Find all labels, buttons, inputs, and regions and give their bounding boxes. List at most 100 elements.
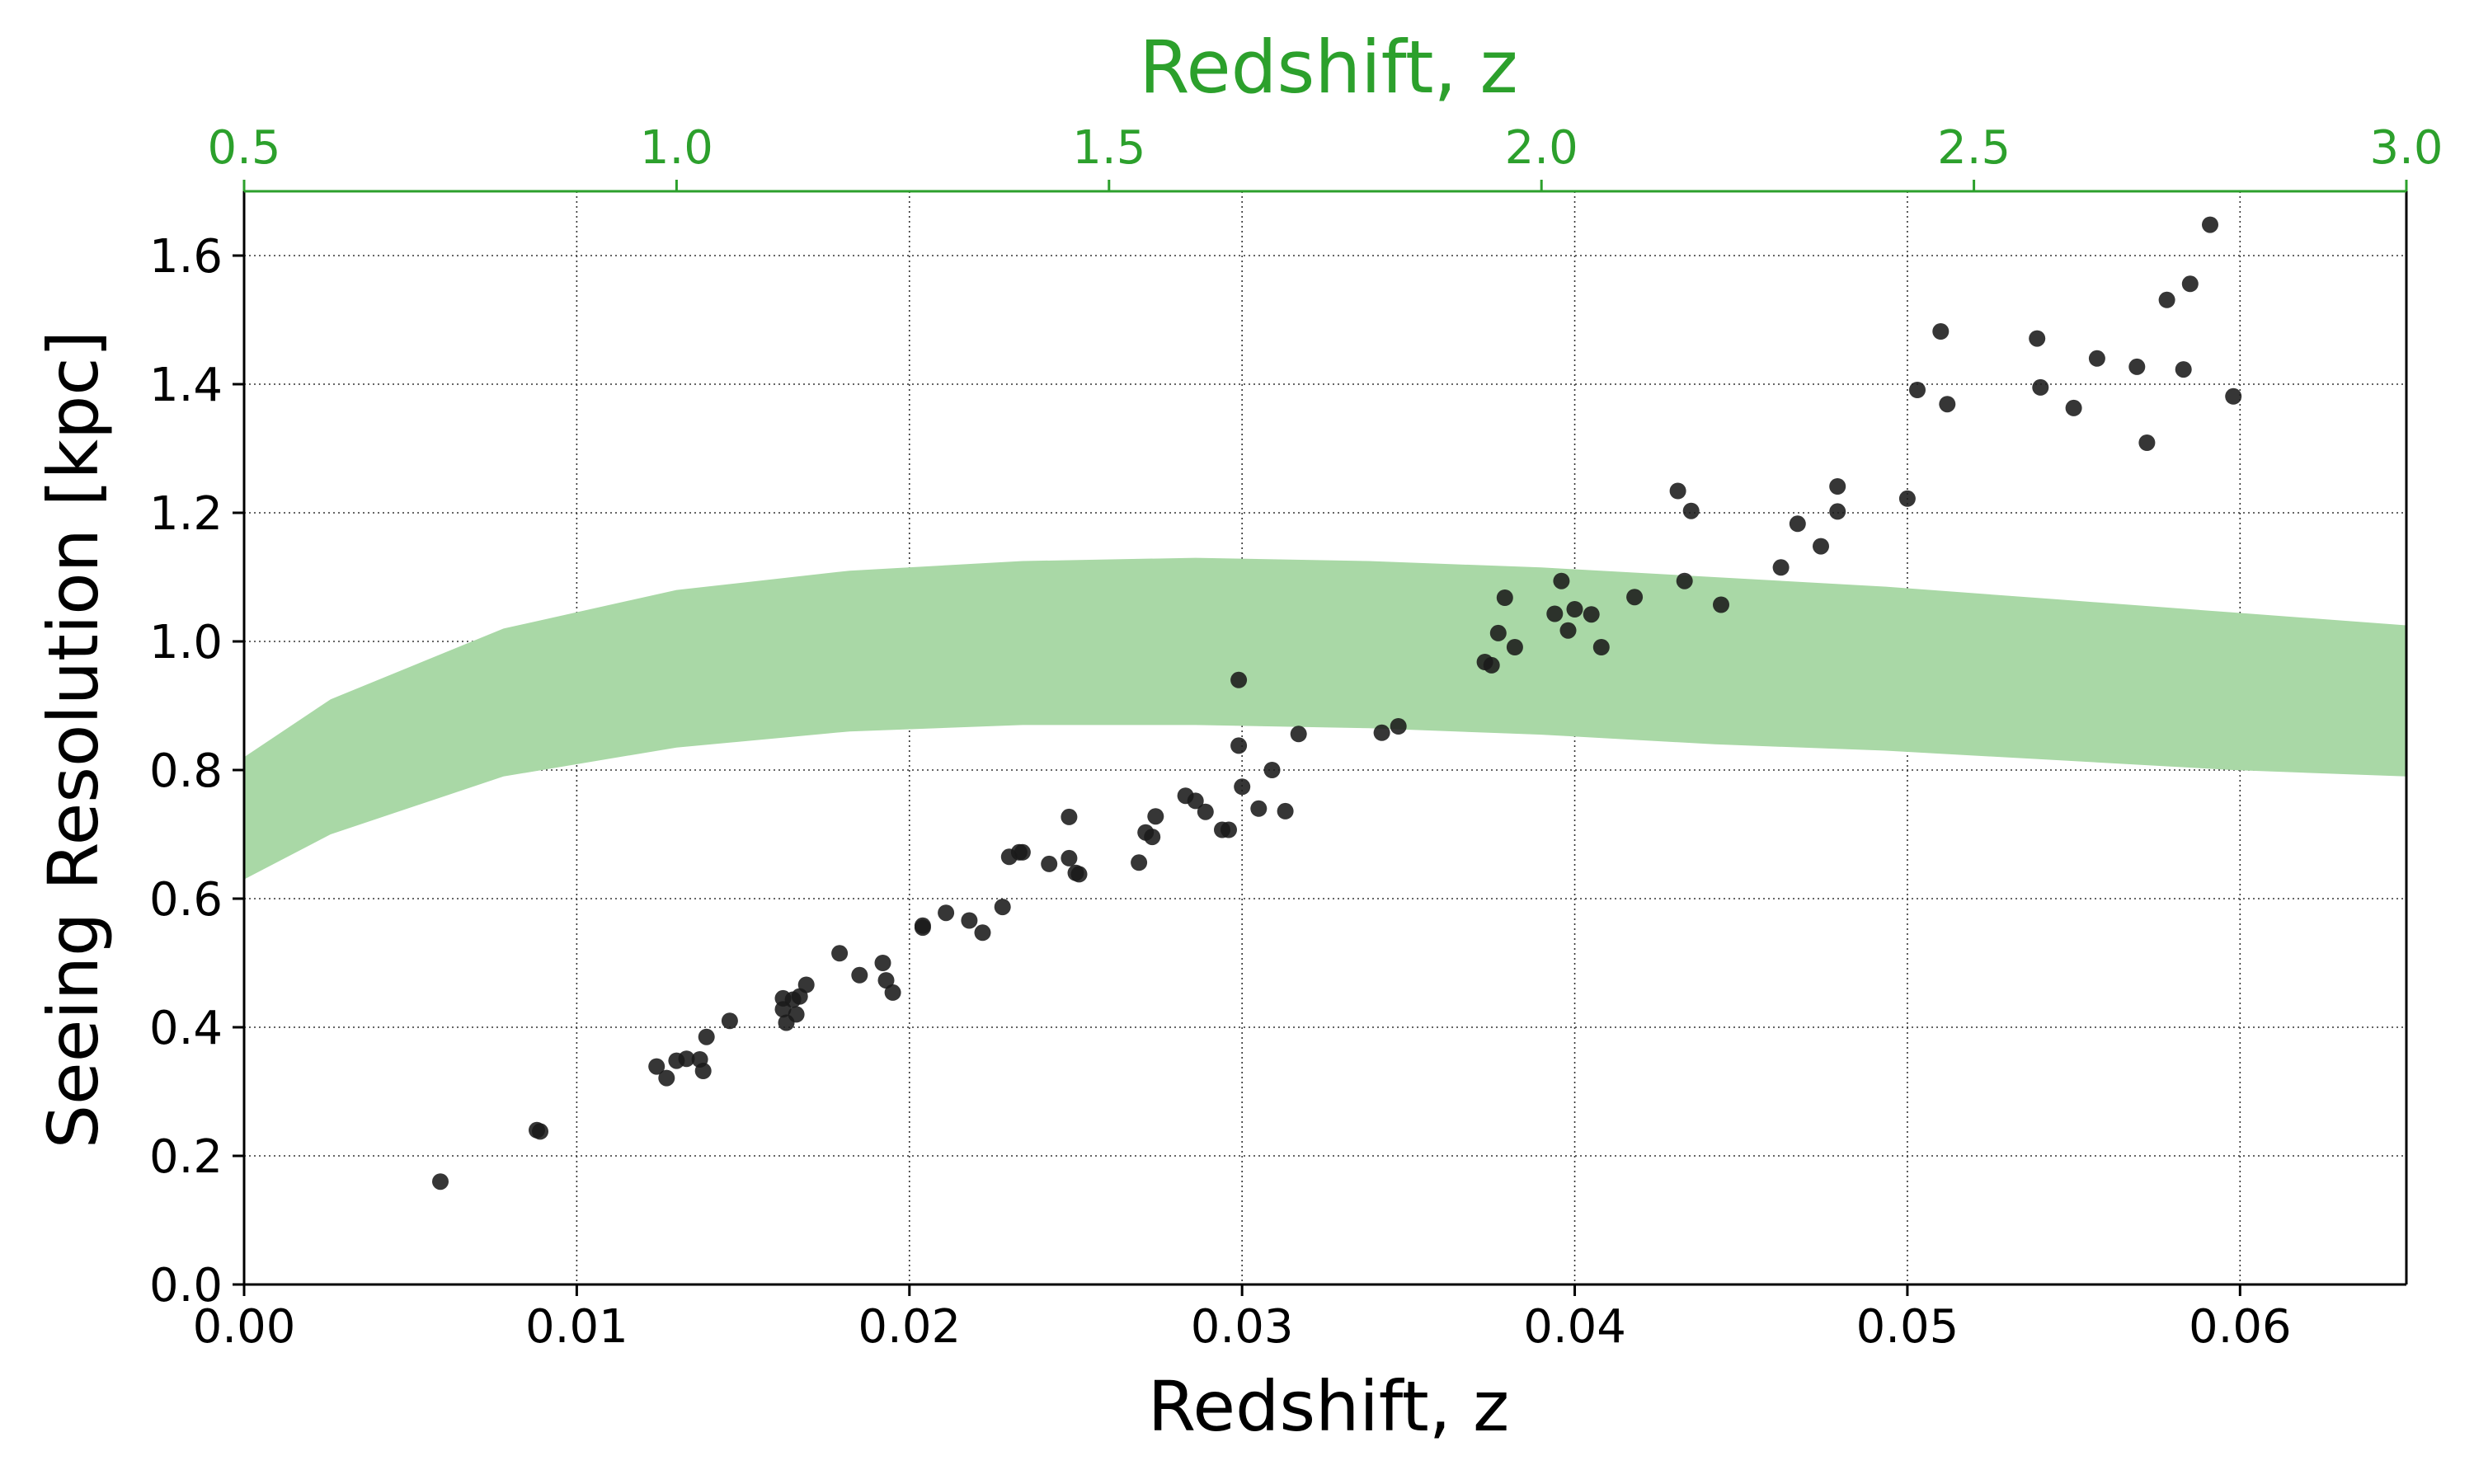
- data-point: [694, 1063, 712, 1079]
- data-point: [698, 1028, 715, 1045]
- axes: [242, 190, 2408, 1286]
- data-point: [2088, 350, 2105, 367]
- resolution-band-area: [244, 557, 2406, 880]
- data-point: [1144, 829, 1161, 846]
- y-axis-label: Seeing Resolution [kpc]: [33, 331, 114, 1149]
- data-point: [1147, 808, 1164, 825]
- data-point: [974, 924, 991, 942]
- y-tick-label: 1.6: [149, 230, 223, 284]
- data-point: [678, 1050, 695, 1068]
- data-point: [1373, 724, 1390, 741]
- data-point: [1682, 502, 1700, 519]
- data-point: [1230, 737, 1248, 754]
- data-point: [874, 955, 891, 971]
- top-tick-label: 2.5: [1937, 121, 2011, 175]
- x-tick-label: 0.01: [525, 1300, 628, 1354]
- data-point: [1898, 490, 1916, 507]
- data-point: [2128, 358, 2146, 375]
- data-point: [1813, 538, 1829, 555]
- data-point: [1221, 821, 1237, 838]
- data-point: [1234, 778, 1251, 796]
- x-tick-label: 0.04: [1523, 1300, 1626, 1354]
- data-point: [938, 904, 955, 922]
- data-points: [432, 216, 2242, 1190]
- y-tick-label: 0.6: [149, 873, 223, 927]
- top-tick-label: 2.0: [1505, 121, 1578, 175]
- data-point: [1070, 866, 1088, 883]
- y-tick-label: 1.4: [149, 359, 223, 412]
- data-point: [1506, 639, 1523, 655]
- tick-marks-and-labels: 0.00 0.01 0.02 0.03 0.04 0.05 0.06 0.0 0.2 0.4 0.6…: [149, 121, 2443, 1354]
- data-point: [1263, 762, 1281, 778]
- data-point: [1390, 718, 1407, 735]
- top-tick-label: 1.5: [1072, 121, 1145, 175]
- data-point: [1932, 323, 1950, 340]
- data-point: [1829, 503, 1846, 520]
- data-point: [797, 976, 815, 993]
- data-point: [1592, 639, 1610, 655]
- data-point: [1789, 515, 1806, 533]
- data-point: [1546, 605, 1564, 622]
- data-point: [914, 919, 931, 937]
- data-point: [721, 1012, 738, 1030]
- data-point: [1583, 606, 1600, 623]
- data-point: [851, 966, 868, 984]
- x-tick-label: 0.00: [193, 1300, 296, 1354]
- data-point: [1496, 589, 1513, 606]
- data-point: [1290, 726, 1307, 743]
- data-point: [658, 1069, 675, 1087]
- data-point: [1829, 478, 1846, 495]
- data-point: [1041, 855, 1058, 872]
- data-point: [1131, 854, 1148, 871]
- x-tick-label: 0.03: [1191, 1300, 1294, 1354]
- data-point: [877, 972, 895, 989]
- data-point: [994, 899, 1011, 916]
- top-x-axis-label: Redshift, z: [1139, 25, 1517, 110]
- x-tick-label: 0.05: [1856, 1300, 1959, 1354]
- data-point: [1626, 589, 1644, 606]
- data-point: [1939, 396, 1956, 413]
- data-point: [1061, 808, 1078, 825]
- data-point: [1187, 792, 1204, 810]
- data-point: [1713, 596, 1729, 613]
- data-point: [2225, 387, 2242, 405]
- data-point: [1909, 382, 1926, 398]
- y-tick-label: 1.2: [149, 487, 223, 541]
- data-point: [1553, 572, 1570, 589]
- data-point: [1250, 800, 1268, 817]
- data-point: [788, 1006, 805, 1023]
- data-point: [2202, 216, 2218, 233]
- top-tick-label: 3.0: [2369, 121, 2443, 175]
- data-point: [1230, 671, 1248, 688]
- data-point: [2175, 361, 2192, 378]
- data-point: [2029, 330, 2046, 347]
- data-point: [1277, 802, 1294, 819]
- data-point: [1772, 559, 1790, 576]
- resolution-band: [244, 557, 2406, 880]
- data-point: [1566, 601, 1583, 618]
- y-tick-label: 0.0: [149, 1259, 223, 1313]
- y-tick-label: 1.0: [149, 616, 223, 669]
- y-tick-label: 0.4: [149, 1002, 223, 1055]
- data-point: [648, 1058, 666, 1075]
- data-point: [961, 912, 978, 929]
- y-tick-label: 0.2: [149, 1130, 223, 1184]
- x-tick-label: 0.06: [2189, 1300, 2292, 1354]
- top-tick-label: 0.5: [207, 121, 280, 175]
- data-point: [432, 1173, 449, 1190]
- data-point: [1483, 656, 1500, 674]
- data-point: [1197, 803, 1214, 820]
- data-point: [1489, 624, 1507, 641]
- data-point: [2138, 434, 2156, 451]
- data-point: [2065, 399, 2082, 416]
- data-point: [1061, 849, 1078, 866]
- data-point: [2032, 378, 2049, 396]
- data-point: [831, 945, 849, 962]
- top-tick-label: 1.0: [640, 121, 713, 175]
- x-tick-label: 0.02: [858, 1300, 961, 1354]
- data-point: [532, 1123, 548, 1140]
- data-point: [1014, 843, 1031, 861]
- y-tick-label: 0.8: [149, 744, 223, 798]
- data-point: [2181, 275, 2199, 293]
- data-point: [1669, 482, 1686, 500]
